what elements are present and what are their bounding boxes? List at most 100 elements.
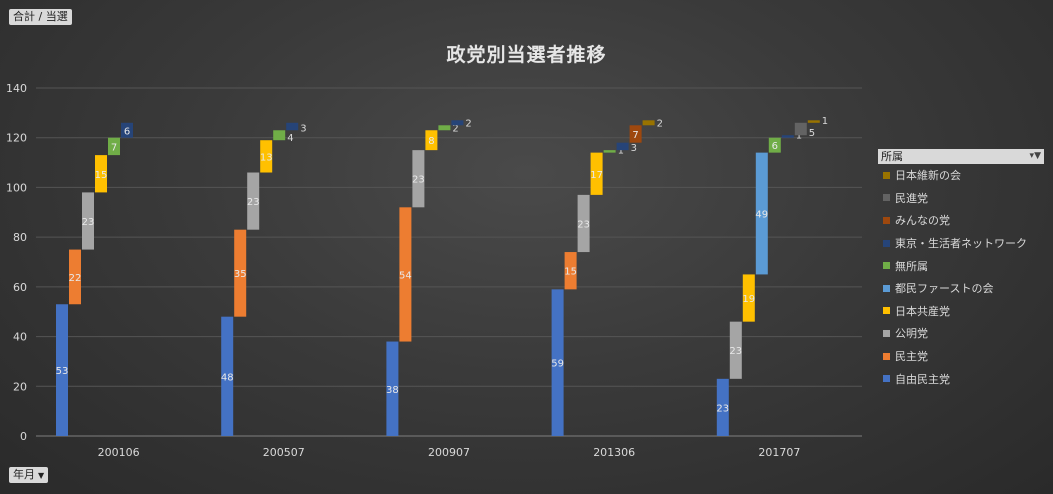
x-tick-label: 201306 [593, 446, 635, 459]
legend-entry: 都民ファーストの会 [878, 277, 1044, 300]
legend-entry: 民進党 [878, 187, 1044, 210]
legend-label: 日本共産党 [895, 304, 950, 318]
legend-entry: 無所属 [878, 254, 1044, 277]
data-label: 3 [631, 143, 637, 154]
bar [273, 130, 286, 141]
legend-label: 都民ファーストの会 [895, 282, 994, 296]
legend-swatch [883, 329, 890, 337]
legend-label: 日本維新の会 [895, 169, 961, 183]
legend-swatch [883, 194, 890, 202]
legend-label: 東京・生活者ネットワーク [895, 237, 1027, 251]
bar [399, 207, 412, 342]
y-tick-label: 20 [13, 380, 27, 393]
legend-swatch [883, 375, 890, 383]
data-label: 35 [234, 269, 247, 280]
legend-label: 無所属 [895, 259, 928, 273]
data-label: 38 [386, 385, 399, 396]
bar [451, 120, 464, 126]
bar [642, 120, 655, 126]
legend-entry: 日本共産党 [878, 300, 1044, 323]
x-tick-label: 201707 [758, 446, 800, 459]
chart-title: 政党別当選者推移 [446, 44, 607, 66]
bar [234, 229, 247, 317]
legend-label: みんなの党 [895, 214, 950, 228]
bar [590, 152, 603, 195]
legend-entry: 自由民主党 [878, 367, 1044, 390]
legend-swatch [883, 284, 890, 292]
data-label: 6 [124, 126, 130, 137]
bar [577, 194, 590, 253]
legend-entry: 日本維新の会 [878, 164, 1044, 187]
data-label: 13 [260, 152, 273, 163]
bar [438, 125, 451, 131]
axis-field-button[interactable]: 年月 ▼ [9, 467, 49, 483]
legend-entry: 民主党 [878, 345, 1044, 368]
data-label: 19 [742, 294, 755, 305]
bar [247, 172, 260, 230]
x-tick-label: 200507 [263, 446, 305, 459]
legend-swatch [883, 307, 890, 315]
data-label: 23 [729, 346, 742, 357]
data-label: 23 [412, 175, 425, 186]
legend-entry: みんなの党 [878, 209, 1044, 232]
bar [82, 192, 94, 250]
bar [386, 341, 399, 436]
bar [729, 321, 742, 379]
bar [616, 142, 629, 151]
data-label: 49 [755, 210, 768, 221]
data-label: 23 [82, 217, 95, 228]
data-label: 22 [69, 273, 82, 284]
data-label: 48 [221, 372, 234, 383]
data-label: 59 [551, 359, 564, 370]
bar [807, 120, 820, 123]
legend-filter-button[interactable]: 所属 ▾▼ [878, 149, 1044, 164]
bar [69, 249, 81, 305]
bar [742, 274, 755, 322]
data-label: 2 [452, 123, 458, 134]
filter-icon: ▾▼ [1029, 151, 1041, 161]
bar [425, 130, 438, 151]
dropdown-arrow-icon: ▼ [38, 471, 45, 480]
data-label: 23 [577, 219, 590, 230]
legend-entry: 東京・生活者ネットワーク [878, 232, 1044, 255]
data-label: 2 [465, 118, 471, 129]
bar [794, 122, 807, 136]
data-label: 53 [56, 366, 69, 377]
y-tick-label: 120 [6, 132, 27, 145]
legend: 所属 ▾▼ 日本維新の会 民進党みんなの党東京・生活者ネットワーク 無所属都民ファース… [878, 149, 1044, 390]
x-tick-label: 200106 [98, 446, 140, 459]
y-tick-label: 60 [13, 281, 27, 294]
data-label: 1 [822, 116, 828, 127]
data-label: 15 [95, 170, 108, 181]
legend-label: 自由民主党 [895, 372, 950, 386]
bar [108, 137, 120, 156]
bar [755, 152, 768, 275]
data-label: 5 [809, 128, 815, 139]
legend-title: 所属 [881, 150, 903, 163]
bar [412, 150, 425, 208]
bar [716, 378, 729, 436]
legend-swatch [883, 239, 890, 247]
legend-label: 民進党 [895, 191, 928, 205]
axis-field-label: 年月 [13, 468, 35, 481]
legend-label: 民主党 [895, 350, 928, 364]
data-label: 54 [399, 270, 412, 281]
bar [781, 135, 794, 138]
data-label: 23 [247, 197, 260, 208]
bar [286, 122, 299, 131]
data-label: 15 [564, 267, 577, 278]
y-tick-label: 80 [13, 231, 27, 244]
bar [121, 122, 133, 138]
data-label: 8 [428, 136, 434, 147]
bar [551, 289, 564, 436]
legend-swatch [883, 352, 890, 360]
bar [564, 252, 577, 290]
bar [629, 125, 642, 143]
data-label: 3 [300, 123, 306, 134]
bar [95, 155, 107, 193]
data-label: 17 [590, 170, 603, 181]
value-field-button[interactable]: 合計 / 当選 [9, 9, 72, 25]
bar [768, 137, 781, 153]
y-tick-label: 40 [13, 331, 27, 344]
